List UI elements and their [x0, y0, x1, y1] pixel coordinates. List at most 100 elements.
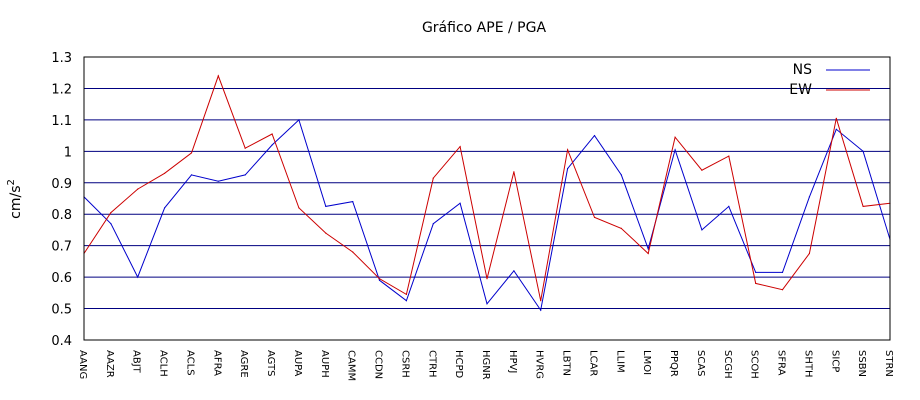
point-ns-llim: [620, 174, 622, 176]
point-ew-afra: [217, 75, 219, 77]
point-ns-camm: [352, 201, 354, 203]
x-tick-label-ppqr: PPQR: [668, 350, 679, 377]
x-tick-label-sicp: SICP: [829, 350, 840, 372]
legend-label-ew: EW: [789, 82, 812, 98]
point-ns-hgnr: [486, 303, 488, 305]
x-tick-label-agts: AGTS: [265, 350, 276, 377]
y-tick-labels: 0.4 0.5 0.6 0.7 0.8 0.9 1 1.1 1.2 1.3: [51, 51, 72, 349]
x-tick-labels: AANG AAZR ABJT ACLH ACLS AFRA AGRE AGTS AUPA AUPH…: [77, 350, 894, 381]
point-ew-aazr: [110, 212, 112, 214]
y-axis-label: cm/s2: [6, 179, 24, 219]
x-tick-label-shth: SHTH: [802, 350, 813, 378]
y-tick-label-0.4: 0.4: [51, 334, 72, 349]
x-tick-label-lbtn: LBTN: [561, 350, 572, 376]
point-ns-agts: [271, 144, 273, 146]
point-ns-ctrh: [432, 223, 434, 225]
x-tick-label-acls: ACLS: [184, 350, 195, 376]
point-ew-aclh: [164, 172, 166, 174]
y-tick-label-0.7: 0.7: [51, 240, 72, 255]
x-tick-label-aang: AANG: [77, 350, 88, 379]
point-ew-scoh: [755, 282, 757, 284]
point-ew-shth: [808, 252, 811, 255]
series-lines: [83, 74, 891, 312]
x-tick-label-aclh: ACLH: [158, 350, 169, 377]
point-ew-aupa: [298, 207, 300, 209]
x-tick-label-hvrg: HVRG: [534, 350, 545, 379]
y-axis-label-unit: cm/s: [8, 186, 24, 219]
x-tick-label-sfra: SFRA: [776, 350, 787, 376]
point-ns-ccdn: [378, 279, 381, 281]
x-tick-label-aazr: AAZR: [104, 350, 115, 378]
point-ew-camm: [352, 251, 354, 253]
point-ew-acls: [190, 152, 193, 154]
y-tick-label-1.1: 1.1: [51, 114, 72, 129]
point-ew-lcar: [593, 216, 596, 218]
x-tick-label-scgh: SCGH: [722, 350, 733, 379]
gridlines: [84, 87, 890, 310]
point-ns-sfra: [781, 271, 784, 273]
point-ew-lmoi: [647, 252, 649, 255]
x-tick-label-csrh: CSRH: [399, 350, 410, 378]
x-tick-label-strn: STRN: [883, 350, 894, 377]
y-tick-label-1: 1: [64, 145, 72, 160]
point-ns-lbtn: [567, 168, 569, 170]
x-tick-label-agre: AGRE: [238, 350, 249, 378]
point-ns-ppqr: [674, 149, 676, 151]
point-ns-aupa: [298, 119, 300, 121]
x-tick-label-llim: LLIM: [614, 350, 625, 373]
point-ew-hcpd: [459, 146, 461, 148]
point-ew-ppqr: [674, 136, 676, 138]
legend: NS EW: [789, 62, 870, 98]
x-tick-label-lmoi: LMOI: [641, 350, 652, 375]
point-ew-abjt: [137, 188, 139, 190]
plot-area-frame: [83, 56, 891, 341]
point-ew-csrh: [405, 293, 407, 295]
point-ew-llim: [620, 227, 622, 229]
point-ew-sicp: [835, 117, 837, 119]
x-tick-label-scas: SCAS: [695, 350, 706, 377]
point-ns-agre: [244, 174, 246, 176]
point-ew-scas: [701, 169, 703, 171]
point-ns-aclh: [164, 207, 166, 209]
point-ew-hpvj: [513, 171, 515, 173]
point-ew-agts: [271, 133, 273, 135]
point-ns-lcar: [593, 135, 596, 137]
y-tick-label-0.5: 0.5: [51, 303, 72, 318]
x-tick-label-hcpd: HCPD: [453, 350, 464, 379]
y-tick-label-0.6: 0.6: [51, 271, 72, 286]
point-ew-sfra: [781, 289, 784, 291]
y-tick-label-1.3: 1.3: [51, 51, 72, 66]
legend-label-ns: NS: [793, 62, 812, 78]
x-tick-label-afra: AFRA: [211, 350, 222, 376]
point-ew-lbtn: [567, 149, 569, 151]
x-tick-label-ccdn: CCDN: [373, 350, 384, 379]
point-ns-shth: [808, 196, 811, 198]
point-ns-lmoi: [647, 248, 649, 250]
x-tick-label-ssbn: SSBN: [856, 350, 867, 377]
point-ew-ccdn: [378, 278, 381, 280]
point-ew-ssbn: [862, 205, 864, 207]
x-tick-label-ctrh: CTRH: [426, 350, 437, 378]
point-ew-ctrh: [432, 177, 434, 179]
point-ew-agre: [244, 147, 246, 149]
series-line-ew: [83, 74, 891, 301]
point-ew-hvrg: [540, 300, 542, 302]
chart-title: Gráfico APE / PGA: [422, 20, 546, 36]
x-tick-label-abjt: ABJT: [131, 350, 142, 374]
x-tick-label-auph: AUPH: [319, 350, 330, 378]
x-tick-label-hgnr: HGNR: [480, 350, 491, 380]
x-tick-label-hpvj: HPVJ: [507, 350, 518, 373]
point-ns-scgh: [728, 205, 730, 207]
y-tick-label-0.8: 0.8: [51, 208, 72, 223]
y-axis-label-exponent: 2: [6, 179, 17, 185]
point-ns-hcpd: [459, 202, 461, 204]
series-line-ns: [83, 118, 891, 312]
point-ns-auph: [325, 205, 327, 207]
x-tick-label-camm: CAMM: [346, 350, 357, 381]
point-ns-acls: [190, 174, 193, 176]
y-tick-label-1.2: 1.2: [51, 82, 72, 97]
point-ns-sicp: [835, 128, 837, 130]
x-tick-label-aupa: AUPA: [292, 350, 303, 377]
point-ew-scgh: [728, 155, 730, 157]
